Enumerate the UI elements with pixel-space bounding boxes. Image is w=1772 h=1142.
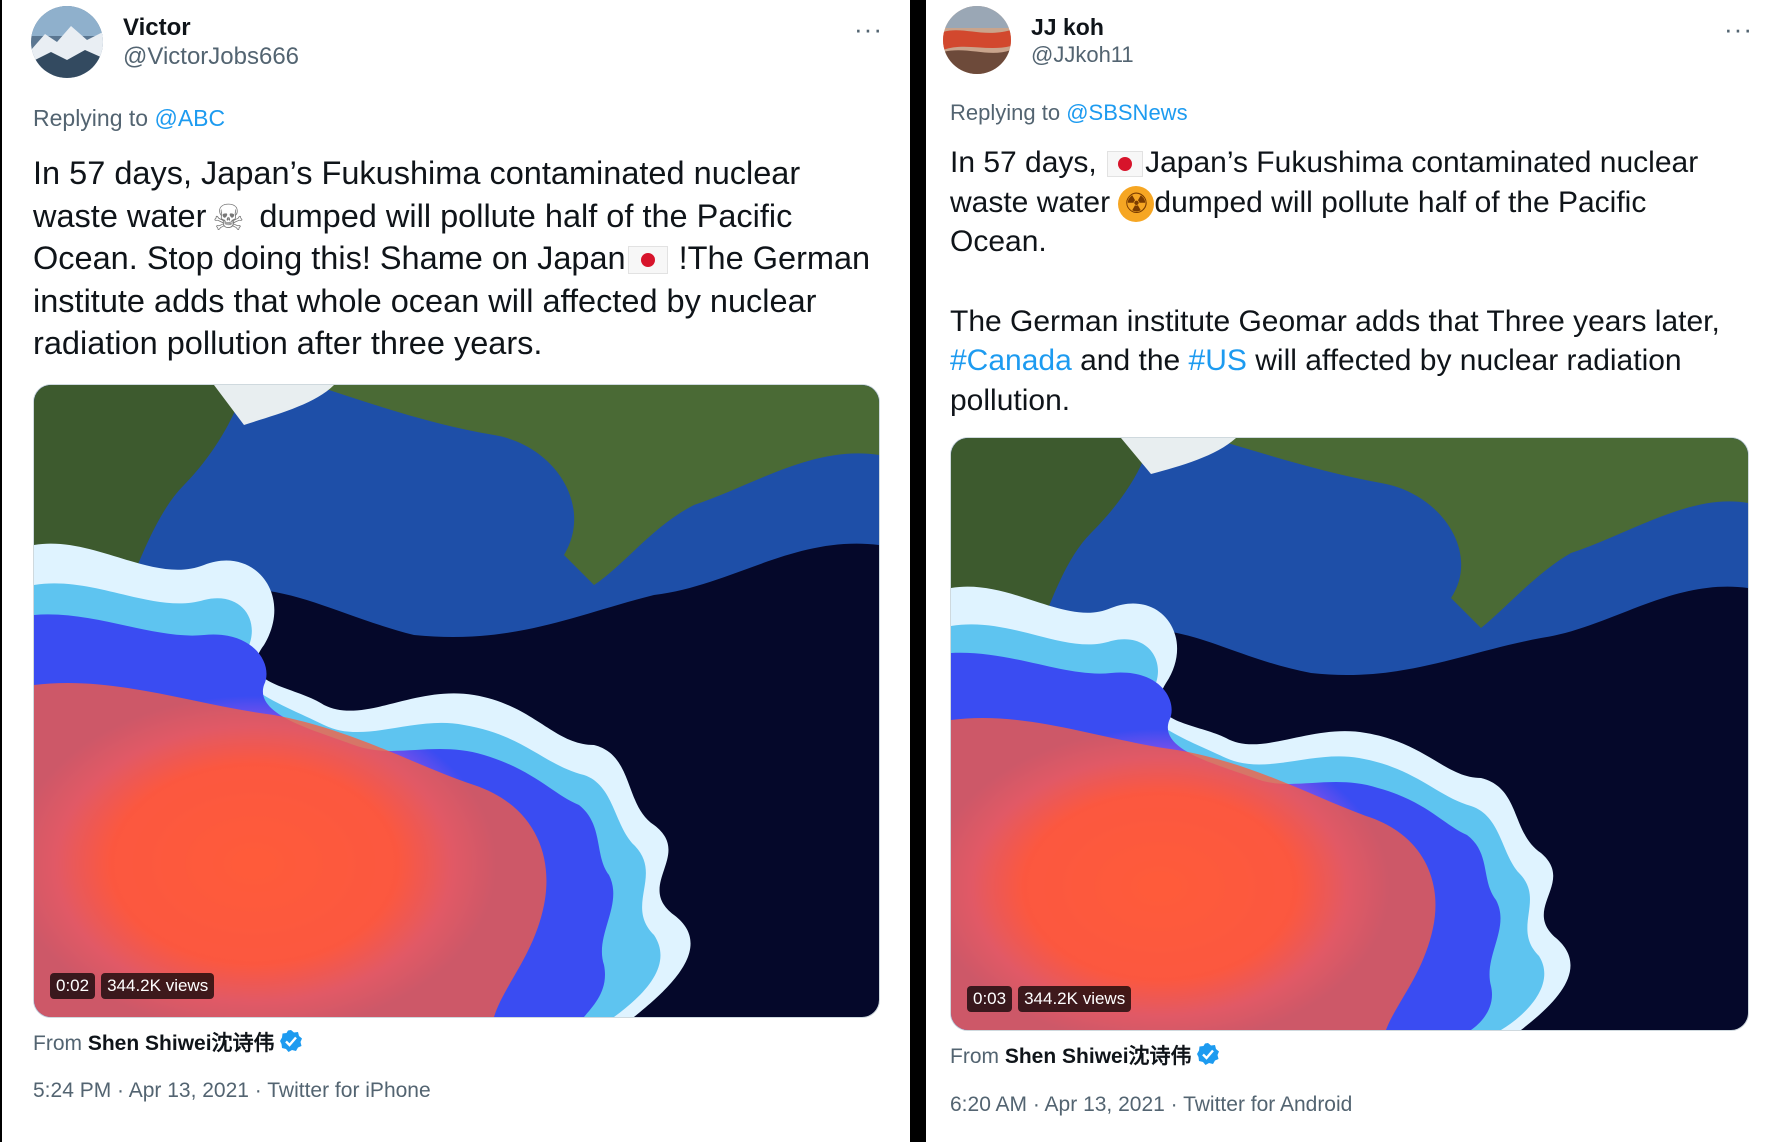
display-name[interactable]: JJ koh — [1031, 14, 1104, 40]
video-source: From Shen Shiwei沈诗伟 — [950, 1040, 1220, 1072]
skull-crossbones-icon: ☠ — [212, 196, 245, 238]
japan-flag-icon — [627, 246, 668, 275]
replying-to-label: Replying to — [33, 105, 149, 131]
hashtag-canada-link[interactable]: #Canada — [950, 344, 1072, 377]
username-handle[interactable]: @VictorJobs666 — [123, 43, 300, 70]
replying-to-label: Replying to — [950, 100, 1061, 125]
japan-flag-icon — [1107, 151, 1144, 178]
from-label: From — [950, 1045, 999, 1068]
tweet-text-part: In 57 days, — [950, 146, 1106, 179]
verified-badge-icon — [1196, 1042, 1220, 1072]
tweet-text-part: will affected by nuclear radiation pollu… — [950, 344, 1682, 417]
tweet-text-part: dumped will pollute half of the Pacific … — [33, 197, 793, 277]
username-handle[interactable]: @JJkoh11 — [1031, 42, 1134, 67]
tweet-card-jjkoh[interactable]: JJ koh @JJkoh11 ··· Replying to @SBSNews… — [926, 0, 1772, 1142]
video-source: From Shen Shiwei沈诗伟 — [33, 1027, 303, 1059]
tweet-text-part: The German institute Geomar adds that Th… — [950, 304, 1720, 338]
tweet-timestamp[interactable]: 6:20 AM · Apr 13, 2021 · Twitter for And… — [950, 1093, 1353, 1116]
avatar[interactable] — [943, 6, 1011, 74]
from-label: From — [33, 1032, 82, 1055]
tweet-timestamp[interactable]: 5:24 PM · Apr 13, 2021 · Twitter for iPh… — [33, 1079, 431, 1102]
hashtag-us-link[interactable]: #US — [1188, 344, 1247, 377]
video-player[interactable]: 0:02 344.2K views — [33, 384, 880, 1018]
tweet-card-victor[interactable]: Victor @VictorJobs666 ··· Replying to @A… — [2, 0, 910, 1142]
avatar[interactable] — [31, 6, 103, 78]
display-name[interactable]: Victor — [123, 14, 191, 41]
tweet-text-part: Japan’s Fukushima contaminated nuclear w… — [950, 146, 1699, 219]
pollution-map-image — [951, 438, 1748, 1030]
tweet-text-part: and the — [1071, 344, 1189, 377]
video-views-badge: 344.2K views — [101, 973, 215, 999]
replying-to: Replying to @ABC — [33, 105, 225, 132]
more-options-icon[interactable]: ··· — [854, 14, 883, 44]
paragraph-break — [950, 262, 1750, 302]
tweet-text-part: !The German institute adds that whole oc… — [33, 240, 871, 361]
verified-badge-icon — [279, 1029, 303, 1059]
video-meta: 0:03 344.2K views — [967, 986, 1132, 1012]
from-source-link[interactable]: Shen Shiwei沈诗伟 — [87, 1032, 275, 1055]
replying-to-link[interactable]: @SBSNews — [1066, 100, 1188, 125]
tweet-text: In 57 days, Japan’s Fukushima contaminat… — [33, 152, 893, 365]
video-time-badge: 0:02 — [50, 973, 96, 999]
tweet-text: In 57 days, Japan’s Fukushima contaminat… — [950, 143, 1750, 420]
radioactive-icon: ☢ — [1118, 185, 1155, 222]
from-source-link[interactable]: Shen Shiwei沈诗伟 — [1004, 1045, 1192, 1068]
video-meta: 0:02 344.2K views — [50, 973, 215, 999]
video-views-badge: 344.2K views — [1018, 986, 1132, 1012]
pollution-map-image — [34, 385, 879, 1017]
tweet-text-part: In 57 days, Japan’s Fukushima contaminat… — [33, 155, 801, 234]
tweet-text-part: dumped will pollute half of the Pacific … — [950, 185, 1647, 259]
video-time-badge: 0:03 — [967, 986, 1013, 1012]
more-options-icon[interactable]: ··· — [1724, 14, 1753, 44]
video-player[interactable]: 0:03 344.2K views — [950, 437, 1749, 1031]
replying-to-link[interactable]: @ABC — [154, 105, 226, 131]
replying-to: Replying to @SBSNews — [950, 100, 1188, 126]
